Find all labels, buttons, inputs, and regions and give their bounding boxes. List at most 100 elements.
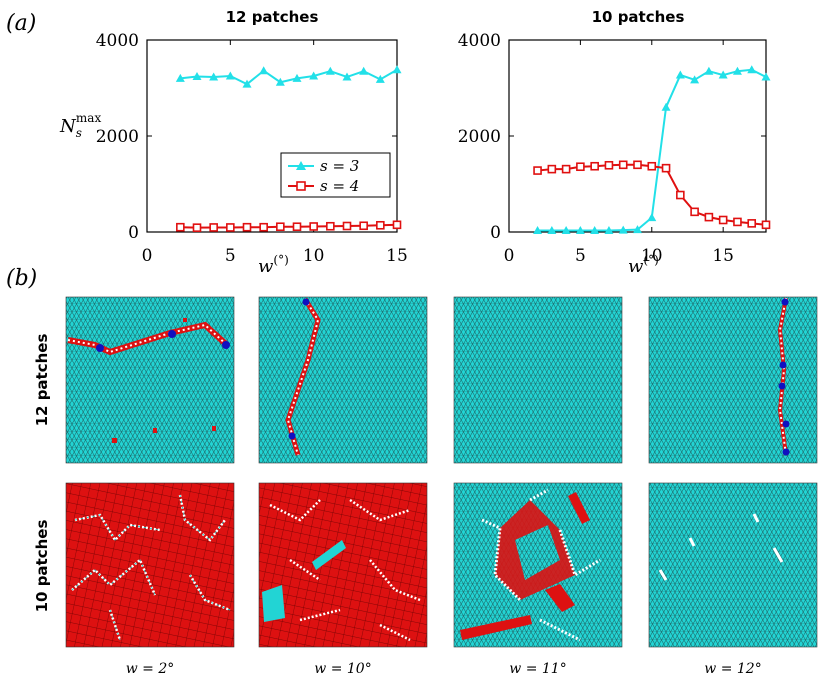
x-tick-label: 10 — [303, 246, 325, 266]
x-axis-label: w(°) — [258, 253, 289, 277]
plot-frame — [508, 39, 767, 233]
data-point-s3 — [647, 213, 657, 222]
y-tick-label: 0 — [490, 223, 501, 243]
plot-frame — [146, 39, 398, 233]
snapshot-10p-w2 — [65, 482, 235, 648]
snapshot-12p-w2 — [65, 296, 235, 464]
data-point-s4 — [547, 164, 557, 174]
chart-12-patches: 12 patches Nsmax w(°) 0 5 10 15 0 2000 4000 — [59, 8, 408, 277]
caption-w10: w = 10° — [314, 661, 371, 677]
data-point-s3 — [575, 226, 585, 235]
data-point-s4 — [209, 223, 218, 232]
y-tick-label: 4000 — [96, 31, 139, 51]
data-point-s4 — [276, 222, 285, 232]
series-line-s3 — [537, 68, 767, 232]
data-point-s4 — [718, 215, 728, 225]
data-point-s4 — [733, 217, 742, 227]
data-point-s4 — [326, 221, 335, 231]
data-point-s4 — [292, 222, 302, 232]
data-point-s3 — [704, 66, 714, 75]
data-point-s3 — [175, 73, 185, 82]
snapshot-10p-w12 — [648, 482, 818, 648]
x-tick-label: 10 — [641, 246, 663, 266]
data-point-s3 — [392, 65, 402, 74]
data-point-s4 — [259, 222, 268, 232]
data-point-s3 — [718, 70, 728, 79]
snapshot-12p-w11 — [453, 296, 623, 464]
data-point-s3 — [761, 72, 771, 81]
data-point-s3 — [747, 65, 757, 74]
snapshot-12p-w12 — [648, 296, 818, 464]
legend-entry-s4: s = 4 — [320, 177, 359, 195]
caption-w2: w = 2° — [126, 661, 175, 677]
data-point-s4 — [690, 207, 699, 217]
data-point-s3 — [275, 77, 285, 86]
caption-w12: w = 12° — [704, 661, 761, 677]
data-point-s3 — [209, 72, 219, 81]
data-point-s4 — [747, 219, 757, 228]
chart-title: 12 patches — [226, 8, 319, 26]
triangle-marker-icon — [296, 161, 306, 170]
x-tick-label: 0 — [142, 246, 153, 266]
data-point-s4 — [176, 222, 185, 232]
x-tick-label: 5 — [575, 246, 586, 266]
snapshot-10p-w11 — [453, 482, 623, 648]
data-point-s3 — [259, 66, 269, 75]
data-point-s4 — [342, 221, 352, 231]
data-point-s4 — [226, 223, 235, 232]
data-point-s4 — [576, 162, 585, 172]
data-point-s4 — [192, 223, 202, 232]
panel-b-label: (b) — [6, 266, 37, 291]
data-point-s4 — [359, 221, 368, 231]
x-tick-label: 5 — [225, 246, 236, 266]
data-point-s4 — [676, 190, 685, 200]
y-tick-label: 2000 — [458, 127, 501, 147]
data-point-s4 — [309, 222, 318, 231]
data-point-s3 — [242, 79, 252, 88]
data-point-s3 — [359, 66, 369, 75]
data-point-s3 — [561, 226, 571, 235]
data-point-s4 — [376, 220, 385, 230]
data-point-s3 — [533, 226, 543, 235]
data-point-s4 — [633, 160, 642, 170]
data-point-s4 — [533, 166, 542, 175]
data-point-s4 — [704, 212, 714, 222]
data-point-s4 — [242, 222, 252, 232]
data-point-s3 — [633, 225, 642, 234]
legend: s = 3 s = 4 — [280, 152, 391, 198]
x-tick-label: 0 — [504, 246, 515, 266]
caption-w11: w = 11° — [509, 661, 566, 677]
data-point-s4 — [392, 220, 402, 230]
y-tick-label: 4000 — [458, 31, 501, 51]
square-marker-icon — [296, 181, 306, 191]
data-point-s3 — [604, 226, 614, 235]
x-tick-label: 15 — [712, 246, 734, 266]
snapshot-12p-w10 — [258, 296, 428, 464]
data-point-s3 — [590, 226, 600, 235]
data-point-s4 — [647, 161, 657, 171]
data-point-s4 — [590, 161, 599, 171]
data-point-s3 — [675, 70, 685, 79]
snapshot-10p-w10 — [258, 482, 428, 648]
data-point-s3 — [547, 226, 557, 235]
data-point-s4 — [618, 160, 628, 170]
row-label-10-patches: 10 patches — [33, 520, 51, 613]
data-point-s4 — [661, 163, 671, 173]
data-point-s3 — [325, 66, 335, 75]
x-tick-label: 15 — [386, 246, 408, 266]
data-point-s3 — [225, 71, 235, 80]
data-point-s3 — [342, 72, 352, 81]
data-point-s3 — [732, 66, 742, 75]
data-point-s3 — [292, 73, 302, 82]
y-tick-label: 0 — [128, 223, 139, 243]
data-point-s3 — [192, 71, 202, 80]
chart-title: 10 patches — [592, 8, 685, 26]
data-point-s4 — [604, 160, 614, 170]
data-point-s4 — [761, 220, 771, 230]
row-label-12-patches: 12 patches — [33, 334, 51, 427]
data-point-s3 — [375, 74, 385, 83]
data-point-s3 — [309, 71, 319, 80]
data-point-s4 — [561, 164, 571, 174]
